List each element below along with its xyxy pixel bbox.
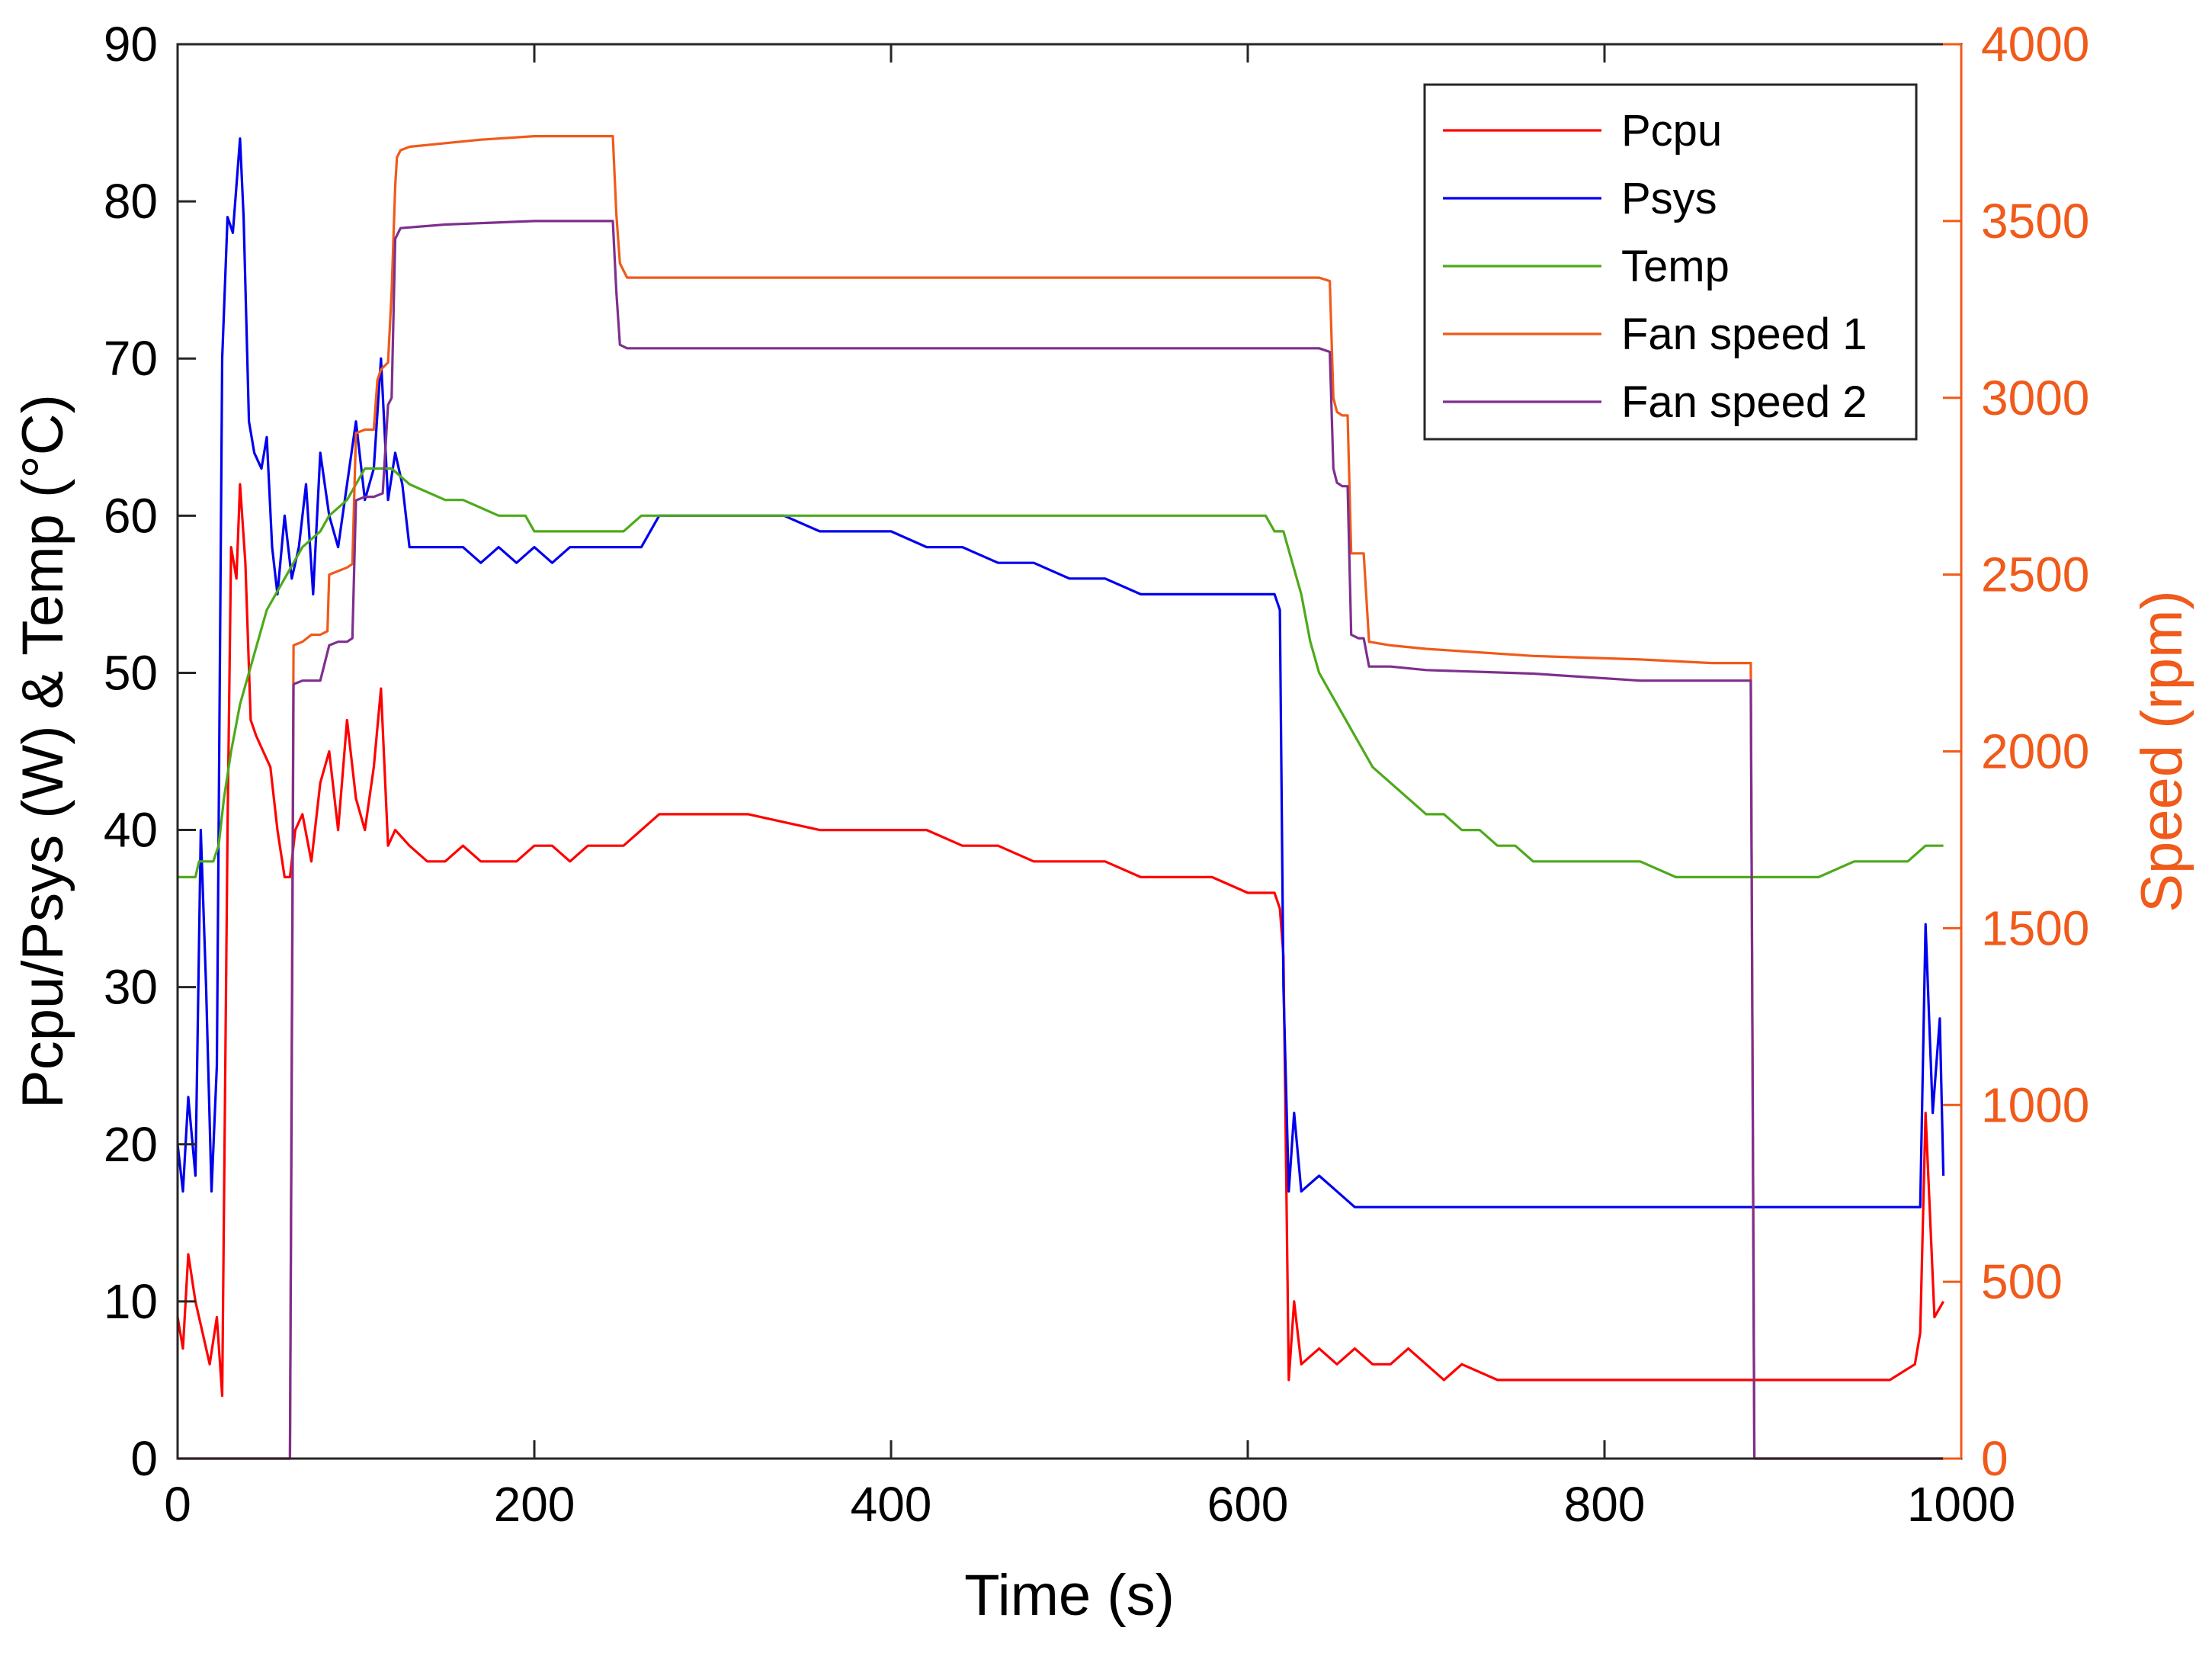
legend-label: Fan speed 2 (1621, 377, 1867, 427)
x-tick-label: 600 (1207, 1477, 1289, 1532)
y-left-tick-label: 80 (104, 174, 158, 229)
legend-label: Temp (1621, 242, 1730, 291)
y-right-tick-label: 2500 (1981, 547, 2089, 602)
y-right-tick-label: 4000 (1981, 17, 2089, 72)
y-right-tick-label: 0 (1981, 1431, 2008, 1486)
y-left-tick-label: 70 (104, 331, 158, 386)
x-tick-label: 400 (851, 1477, 932, 1532)
y-right-tick-label: 500 (1981, 1254, 2063, 1309)
x-axis: 0 200 400 600 800 1000 (164, 44, 2015, 1532)
series-line-fan-speed-2 (178, 220, 1944, 1460)
series-lines (176, 135, 1945, 1460)
y-axis-right: 0 500 1000 1500 2000 2500 3000 3500 4000 (1943, 17, 2089, 1486)
x-tick-label: 200 (494, 1477, 575, 1532)
legend-item-fan-speed-2: Fan speed 2 (1443, 377, 1867, 427)
x-tick-label: 1000 (1907, 1477, 2015, 1532)
x-tick-label: 0 (164, 1477, 191, 1532)
legend: Pcpu Psys Temp Fan speed 1 Fan speed 2 (1423, 83, 1918, 441)
legend-label: Fan speed 1 (1621, 310, 1867, 359)
y-left-tick-label: 0 (130, 1431, 158, 1486)
y-right-tick-label: 2000 (1981, 724, 2089, 779)
y-axis-right-label: Speed (rpm) (2130, 590, 2194, 912)
y-left-tick-label: 10 (104, 1274, 158, 1329)
y-left-tick-label: 90 (104, 17, 158, 72)
x-axis-label: Time (s) (964, 1563, 1175, 1628)
y-axis-left-label: Pcpu/Psys (W) & Temp (°C) (11, 394, 75, 1109)
legend-item-temp: Temp (1443, 242, 1730, 291)
y-right-tick-label: 3000 (1981, 371, 2089, 425)
series-line-fan-speed-1 (178, 135, 1944, 1460)
y-right-tick-label: 3500 (1981, 194, 2089, 249)
series-line-pcpu (176, 483, 1944, 1398)
y-right-tick-label: 1500 (1981, 900, 2089, 955)
y-right-tick-label: 1000 (1981, 1077, 2089, 1132)
y-left-tick-label: 60 (104, 488, 158, 543)
legend-label: Psys (1621, 174, 1717, 223)
x-tick-label: 800 (1564, 1477, 1646, 1532)
legend-item-fan-speed-1: Fan speed 1 (1443, 310, 1867, 359)
y-left-tick-label: 50 (104, 645, 158, 700)
legend-item-pcpu: Pcpu (1443, 106, 1722, 156)
y-left-tick-label: 30 (104, 960, 158, 1015)
legend-item-psys: Psys (1443, 174, 1717, 223)
series-line-psys (176, 137, 1945, 1208)
y-left-tick-label: 40 (104, 803, 158, 858)
y-left-tick-label: 20 (104, 1117, 158, 1172)
series-line-temp (178, 467, 1944, 879)
legend-box (1423, 83, 1918, 441)
legend-label: Pcpu (1621, 106, 1722, 156)
y-axis-left: 0 10 20 30 40 50 60 70 80 90 (104, 17, 196, 1486)
